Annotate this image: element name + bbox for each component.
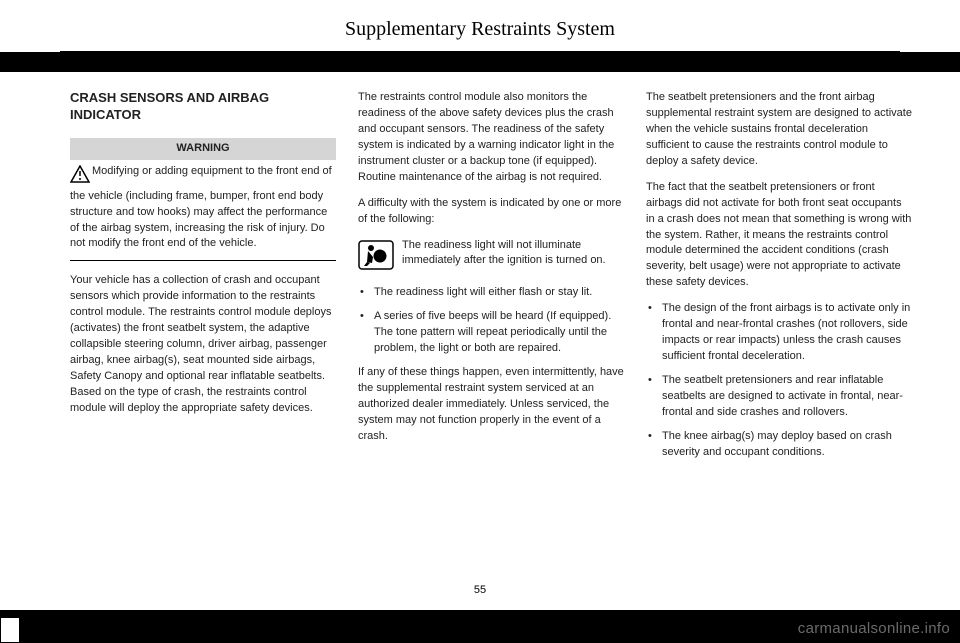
warning-text: Modifying or adding equipment to the fro… [70,164,336,262]
column-1: CRASH SENSORS AND AIRBAG INDICATOR WARNI… [70,90,336,469]
body-paragraph: The fact that the seatbelt pretensioners… [646,180,912,292]
column-3: The seatbelt pretensioners and the front… [646,90,912,469]
divider-bar [0,52,960,72]
page-number: 55 [474,584,486,596]
section-title: CRASH SENSORS AND AIRBAG INDICATOR [70,90,336,124]
body-paragraph: Your vehicle has a collection of crash a… [70,273,336,416]
header-title: Supplementary Restraints System [60,18,900,41]
list-item: A series of five beeps will be heard (If… [358,309,624,357]
bullet-list: The readiness light will either flash or… [358,285,624,357]
body-paragraph: If any of these things happen, even inte… [358,365,624,445]
airbag-readiness-icon [358,240,394,276]
body-paragraph: The seatbelt pretensioners and the front… [646,90,912,170]
list-item: The design of the front airbags is to ac… [646,301,912,365]
body-paragraph: The restraints control module also monit… [358,90,624,186]
list-item: The seatbelt pretensioners and rear infl… [646,373,912,421]
warning-triangle-icon [70,165,90,189]
watermark-text: carmanualsonline.info [798,620,950,637]
list-item: The readiness light will either flash or… [358,285,624,301]
list-item: The knee airbag(s) may deploy based on c… [646,429,912,461]
icon-paragraph-text: The readiness light will not illuminate … [402,238,624,270]
bullet-list: The design of the front airbags is to ac… [646,301,912,460]
footer-bar: carmanualsonline.info [0,610,960,643]
page-header: Supplementary Restraints System [60,0,900,52]
left-tab [0,617,20,643]
icon-paragraph: The readiness light will not illuminate … [358,238,624,276]
warning-label: WARNING [70,138,336,160]
body-paragraph: A difficulty with the system is indicate… [358,196,624,228]
warning-body: Modifying or adding equipment to the fro… [70,165,332,250]
manual-page: Supplementary Restraints System CRASH SE… [0,0,960,610]
content-area: CRASH SENSORS AND AIRBAG INDICATOR WARNI… [0,72,960,469]
column-2: The restraints control module also monit… [358,90,624,469]
